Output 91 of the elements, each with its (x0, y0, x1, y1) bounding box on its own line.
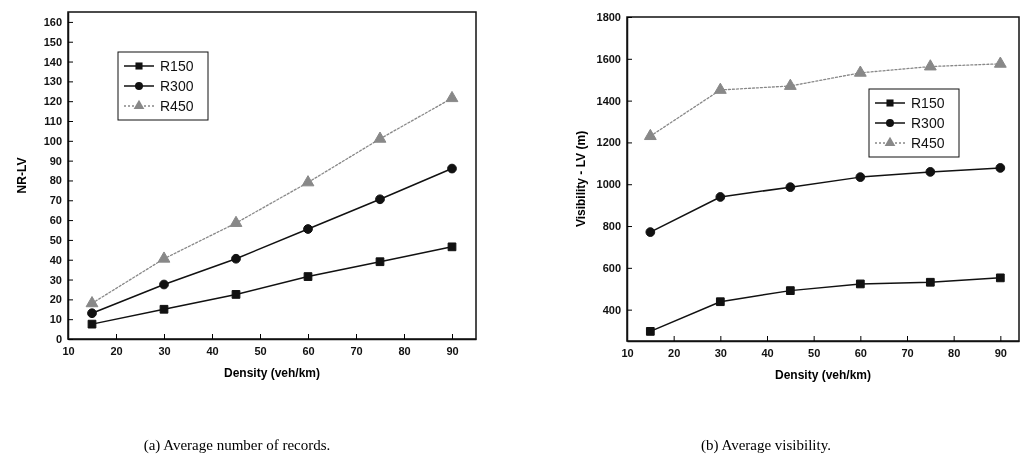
x-tick-label: 80 (398, 344, 411, 357)
y-tick-label: 1800 (596, 11, 621, 24)
point (925, 167, 936, 177)
x-tick-label: 60 (854, 346, 867, 359)
point (87, 308, 97, 319)
point (447, 163, 457, 174)
y-tick-label: 150 (43, 35, 62, 48)
y-tick-label: 1400 (596, 94, 621, 107)
x-tick-label: 20 (110, 344, 123, 357)
y-tick-label: 70 (49, 194, 62, 207)
point (375, 257, 385, 267)
x-tick-label: 50 (254, 344, 267, 357)
point (303, 272, 313, 281)
legend-label: R450 (911, 135, 945, 151)
x-tick-label: 70 (901, 346, 914, 359)
point (645, 327, 655, 336)
point (855, 172, 866, 182)
y-tick-label: 30 (49, 273, 62, 286)
x-axis-title: Density (veh/km) (223, 366, 321, 380)
point (715, 192, 726, 202)
text: (a) Average number of records. (143, 437, 331, 454)
y-axis-title: NR-LV (15, 157, 29, 194)
legend-label: R150 (160, 58, 194, 74)
point (375, 194, 385, 205)
y-tick-label: 1200 (596, 136, 621, 149)
x-tick-label: 50 (808, 346, 821, 359)
y-tick-label: 120 (43, 95, 62, 108)
y-tick-label: 10 (49, 313, 62, 326)
x-tick-label: 40 (206, 344, 219, 357)
y-tick-label: 800 (602, 220, 621, 233)
y-tick-label: 0 (55, 333, 62, 346)
y-tick-label: 20 (49, 293, 62, 306)
point (993, 56, 1007, 68)
point (447, 242, 457, 252)
point (785, 182, 796, 193)
x-tick-label: 40 (761, 346, 774, 359)
x-tick-label: 90 (446, 344, 459, 357)
x-tick-label: 10 (62, 344, 75, 357)
point (159, 279, 169, 290)
x-tick-label: 30 (158, 344, 171, 357)
legend-label: R450 (160, 98, 194, 114)
x-tick-label: 80 (948, 346, 961, 359)
x-axis-title: Density (veh/km) (774, 368, 872, 382)
point (853, 65, 867, 77)
point (785, 286, 795, 295)
y-tick-label: 40 (49, 253, 62, 266)
point (995, 163, 1006, 173)
x-tick-label: 90 (994, 346, 1007, 359)
y-tick-label: 130 (43, 75, 62, 88)
legend-label: R300 (160, 78, 194, 94)
legend-label: R300 (911, 115, 945, 131)
x-tick-label: 30 (714, 346, 727, 359)
legend-label: R150 (911, 95, 945, 111)
y-tick-label: 160 (43, 15, 62, 28)
point (231, 290, 241, 299)
y-tick-label: 1600 (596, 52, 621, 65)
point (923, 59, 937, 71)
point (373, 131, 387, 143)
point (157, 251, 171, 263)
point (301, 175, 315, 187)
y-tick-label: 60 (49, 214, 62, 227)
point (159, 304, 169, 314)
x-tick-label: 20 (668, 346, 681, 359)
y-tick-label: 90 (49, 154, 62, 167)
point (229, 215, 243, 227)
y-tick-label: 50 (49, 233, 62, 246)
y-axis-title: Visibility - LV (m) (574, 130, 588, 228)
y-tick-label: 1000 (596, 178, 621, 191)
point (855, 279, 865, 289)
point (713, 82, 727, 94)
point (645, 227, 656, 237)
x-tick-label: 70 (350, 344, 363, 357)
y-tick-label: 140 (43, 55, 62, 68)
point (87, 319, 97, 329)
text: (b) Average visibility. (701, 437, 831, 454)
y-tick-label: 600 (602, 261, 621, 274)
point (995, 273, 1005, 283)
point (303, 224, 313, 234)
point (925, 277, 935, 287)
point (715, 297, 725, 307)
point (85, 296, 99, 308)
x-tick-label: 10 (621, 346, 634, 359)
y-tick-label: 80 (49, 174, 62, 187)
y-tick-label: 400 (602, 303, 621, 316)
point (643, 128, 657, 141)
point (445, 90, 459, 103)
y-tick-label: 100 (43, 134, 62, 147)
x-tick-label: 60 (302, 344, 315, 357)
point (231, 253, 241, 264)
point (783, 78, 797, 90)
y-tick-label: 110 (44, 115, 62, 128)
